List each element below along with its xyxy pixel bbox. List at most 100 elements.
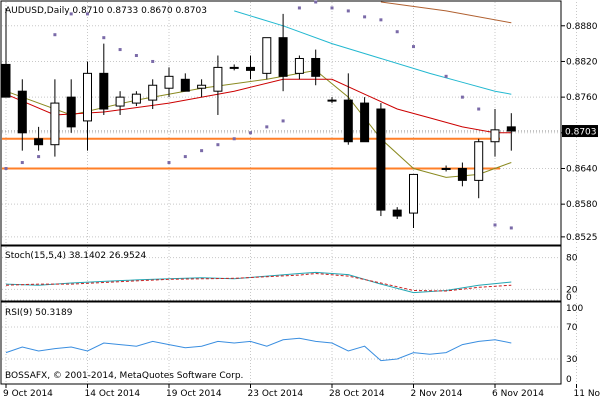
candle[interactable] (229, 64, 239, 71)
candle[interactable] (506, 113, 516, 151)
candle[interactable] (474, 138, 484, 199)
psar-dot (460, 95, 464, 99)
candle[interactable] (278, 13, 288, 92)
candle-body (327, 99, 337, 102)
last-price-tag-bg (562, 125, 598, 138)
candle[interactable] (409, 173, 418, 228)
candle-body (83, 72, 92, 122)
candle-body (441, 167, 451, 170)
candle-body (180, 78, 190, 92)
psar-dot (200, 149, 204, 153)
candle[interactable] (131, 91, 141, 107)
candle[interactable] (392, 207, 402, 220)
candle-body (197, 84, 207, 89)
candle[interactable] (343, 73, 353, 145)
candle[interactable] (164, 67, 174, 98)
psar-dot (477, 107, 481, 111)
symbol-header: AUDUSD,Daily 0.8710 0.8733 0.8670 0.8703 (5, 6, 207, 16)
psar-dot (509, 226, 513, 230)
psar-dot (20, 161, 24, 165)
psar-dot (86, 12, 89, 16)
x-tick-label: 28 Oct 2014 (329, 389, 385, 399)
psar-dot (314, 0, 318, 4)
rsi-y-label: 100 (566, 304, 583, 314)
candle[interactable] (50, 79, 60, 157)
psar-dot (346, 9, 350, 13)
candle[interactable] (66, 79, 76, 133)
candle-body (164, 75, 174, 89)
ma-cyan-line (234, 10, 512, 95)
y-tick-label: 0.8525 (566, 233, 598, 243)
psar-dot (102, 36, 106, 40)
y-tick-label: 0.8760 (566, 93, 598, 103)
candle[interactable] (360, 97, 370, 143)
psar-dot (118, 48, 122, 52)
candle[interactable] (246, 55, 255, 80)
candle[interactable] (83, 61, 92, 151)
candle-body (294, 57, 304, 74)
psar-dot (167, 161, 171, 165)
ma-brown-line (380, 1, 512, 24)
candle[interactable] (180, 73, 190, 92)
price-panel-frame (0, 0, 562, 246)
candle[interactable] (262, 37, 272, 80)
psar-dot (330, 6, 334, 10)
candle-body (311, 57, 321, 77)
x-tick-label: 14 Oct 2014 (85, 389, 141, 399)
ma-olive-line (5, 69, 512, 178)
candle[interactable] (311, 49, 321, 86)
psar-dot (4, 166, 8, 170)
candle-body (490, 129, 500, 143)
candle[interactable] (34, 126, 44, 151)
candle[interactable] (327, 97, 337, 104)
psar-dot (53, 33, 57, 37)
parabolic-sar (4, 0, 513, 230)
x-tick-label: 23 Oct 2014 (248, 389, 304, 399)
candles[interactable] (1, 7, 516, 228)
psar-dot (69, 12, 73, 16)
candle-body (213, 66, 223, 92)
candle-body (246, 66, 255, 71)
rsi-y-label: 0 (566, 375, 572, 385)
candle[interactable] (490, 109, 500, 157)
stoch-panel-frame (0, 245, 562, 302)
candle[interactable] (148, 79, 158, 110)
last-price-tag: 0.8703 (562, 125, 598, 138)
last-price-label: 0.8703 (565, 128, 597, 138)
candle-body (17, 90, 27, 134)
psar-dot (395, 30, 399, 34)
candle[interactable] (376, 103, 386, 217)
psar-dot (444, 74, 448, 78)
candle[interactable] (99, 43, 109, 115)
candle[interactable] (457, 162, 467, 187)
x-tick-label: 6 Nov 2014 (492, 389, 544, 399)
candle-body (34, 138, 44, 146)
stoch-title: Stoch(15,5,4) 38.1402 26.9524 (5, 251, 146, 261)
psar-dot (151, 59, 155, 63)
rsi-line-path (5, 337, 512, 362)
candle[interactable] (1, 7, 11, 98)
candle-body (50, 102, 60, 146)
candle[interactable] (294, 55, 304, 80)
horizontal-levels[interactable] (2, 130, 560, 170)
stoch-y-label: 80 (566, 254, 578, 264)
candle[interactable] (17, 79, 27, 151)
x-tick-label: 19 Oct 2014 (166, 389, 222, 399)
candle-body (278, 37, 288, 77)
candle[interactable] (197, 79, 207, 98)
psar-dot (183, 155, 187, 159)
candle-body (392, 209, 402, 217)
psar-dot (232, 137, 236, 141)
candle[interactable] (115, 91, 125, 115)
x-tick-label: 9 Oct 2014 (3, 389, 53, 399)
psar-dot (216, 143, 220, 147)
candle[interactable] (441, 165, 451, 172)
psar-dot (493, 223, 497, 227)
candle-body (131, 93, 141, 104)
candle[interactable] (213, 55, 223, 115)
copyright-text: BOSSAFX, © 2001-2014, MetaQuotes Softwar… (5, 371, 243, 381)
stoch-y-label: 0 (566, 293, 572, 303)
psar-dot (249, 131, 252, 135)
candle-body (457, 167, 467, 181)
